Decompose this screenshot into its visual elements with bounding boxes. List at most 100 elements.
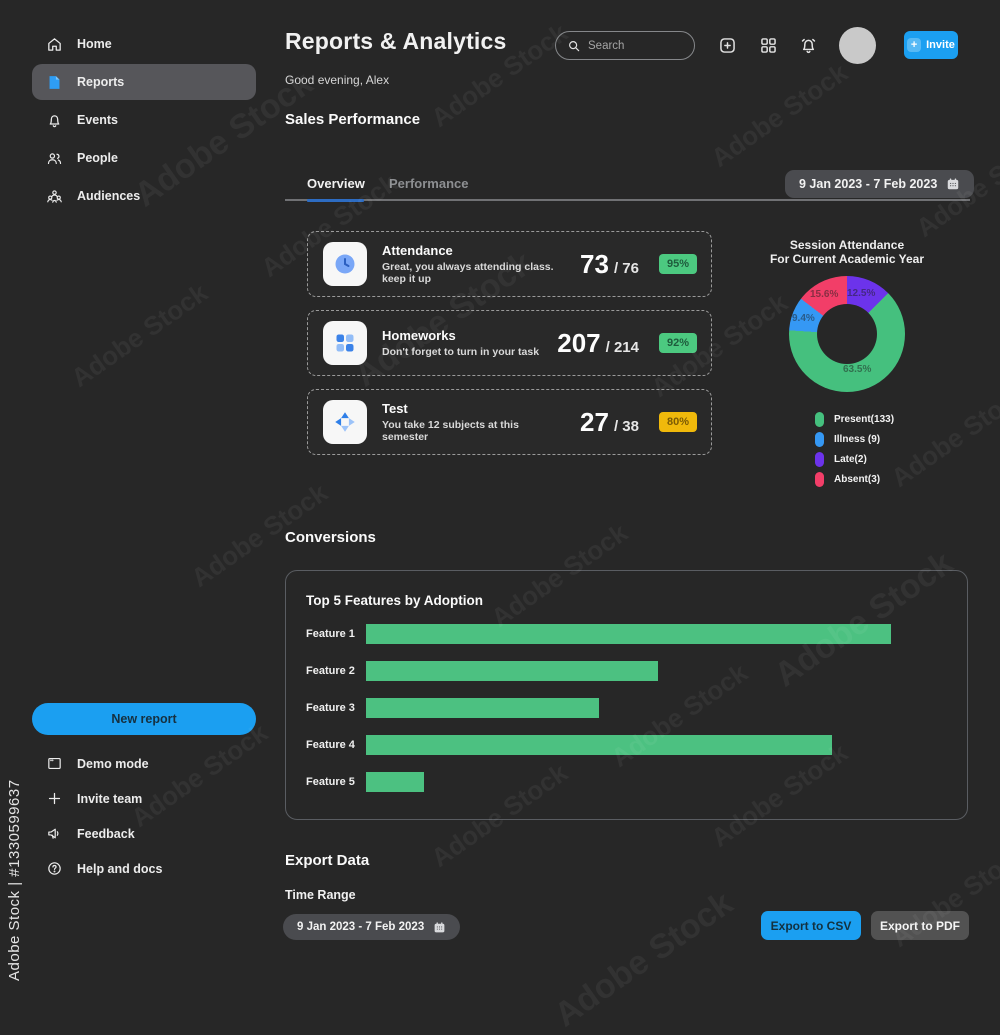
people-icon — [45, 149, 63, 167]
sidebar-item-demo-mode[interactable]: Demo mode — [32, 746, 256, 781]
tab-overview[interactable]: Overview — [307, 176, 365, 191]
page-title: Reports & Analytics — [285, 28, 507, 54]
sidebar-item-events[interactable]: Events — [32, 101, 256, 139]
bell-icon — [45, 111, 63, 129]
export-to-csv-button[interactable]: Export to CSV — [761, 911, 861, 940]
sidebar-footer: Demo mode Invite team Feedback Help and … — [32, 746, 256, 886]
card-value: 27 / 38 — [580, 406, 639, 437]
adobe-stock-watermark: Adobe Stock — [885, 377, 1000, 493]
plus-icon: + — [907, 38, 922, 52]
plus-icon — [45, 790, 63, 808]
add-new-button[interactable] — [714, 32, 740, 58]
sidebar-item-label: Home — [77, 37, 112, 51]
card-subtitle: You take 12 subjects at this semester — [382, 419, 519, 443]
legend-item-present: Present(133) — [815, 409, 894, 429]
feature-4-bar — [366, 735, 833, 755]
sidebar-item-home[interactable]: Home — [32, 25, 256, 63]
invite-button[interactable]: + Invite — [904, 31, 958, 59]
legend-item-late: Late(2) — [815, 449, 894, 469]
feature-1-bar — [366, 624, 891, 644]
home-icon — [45, 35, 63, 53]
sidebar-item-label: Reports — [77, 75, 125, 89]
percent-badge: 92% — [659, 333, 697, 353]
card-subtitle: Don't forget to turn in your task — [382, 346, 540, 358]
percent-badge: 95% — [659, 254, 697, 274]
sidebar-item-label: Audiences — [77, 189, 141, 203]
legend-item-absent: Absent(3) — [815, 469, 894, 489]
legend-marker — [815, 411, 824, 427]
sidebar-item-label: Invite team — [77, 791, 143, 806]
date-range-value: 9 Jan 2023 - 7 Feb 2023 — [297, 921, 425, 933]
test-card[interactable]: Test You take 12 subjects at this semest… — [307, 389, 712, 455]
avatar[interactable] — [839, 27, 876, 64]
tab-performance[interactable]: Performance — [389, 176, 469, 191]
sidebar-item-label: Demo mode — [77, 756, 149, 771]
card-subtitle: Great, you always attending class. keep … — [382, 261, 554, 285]
card-title: Test — [382, 401, 408, 416]
active-tab-underline — [307, 199, 364, 202]
adobe-stock-watermark: Adobe Stock — [547, 883, 740, 1035]
invite-button-label: Invite — [926, 39, 955, 51]
bar-row: Feature 3 — [306, 698, 949, 718]
bar-row: Feature 1 — [306, 624, 949, 644]
bar-row: Feature 2 — [306, 661, 949, 681]
audiences-icon — [45, 187, 63, 205]
adobe-stock-watermark: Adobe Stock — [65, 277, 213, 393]
export-data-heading: Export Data — [285, 852, 370, 869]
feature-5-bar — [366, 772, 425, 792]
tabs-divider — [285, 199, 970, 201]
sidebar-item-people[interactable]: People — [32, 139, 256, 177]
legend-marker — [815, 471, 824, 487]
greeting-text: Good evening, Alex — [285, 73, 390, 87]
date-range-value: 9 Jan 2023 - 7 Feb 2023 — [799, 177, 938, 191]
apps-grid-icon[interactable] — [755, 32, 781, 58]
sidebar-item-feedback[interactable]: Feedback — [32, 816, 256, 851]
sidebar-item-label: Help and docs — [77, 861, 163, 876]
legend-item-illness: Illness (9) — [815, 429, 894, 449]
sidebar: Home Reports Events People Audiences — [32, 25, 256, 215]
card-title: Homeworks — [382, 328, 456, 343]
sidebar-item-help[interactable]: Help and docs — [32, 851, 256, 886]
bar-chart-title: Top 5 Features by Adoption — [306, 593, 484, 608]
stock-id-watermark: Adobe Stock | #1330599637 — [6, 779, 23, 981]
card-title: Attendance — [382, 243, 453, 258]
donut-percent-label: 9.4% — [792, 313, 815, 324]
sidebar-item-reports[interactable]: Reports — [32, 64, 256, 100]
search-box[interactable] — [555, 31, 695, 60]
legend-marker — [815, 431, 824, 447]
bar-row: Feature 5 — [306, 772, 949, 792]
search-input[interactable] — [588, 39, 683, 52]
document-icon — [45, 73, 63, 91]
sidebar-item-label: Events — [77, 113, 118, 127]
conversions-heading: Conversions — [285, 529, 376, 546]
sidebar-item-invite-team[interactable]: Invite team — [32, 781, 256, 816]
new-report-button[interactable]: New report — [32, 703, 256, 735]
sidebar-item-label: People — [77, 151, 118, 165]
attendance-card[interactable]: Attendance Great, you always attending c… — [307, 231, 712, 297]
date-range-picker[interactable]: 9 Jan 2023 - 7 Feb 2023 — [785, 170, 975, 198]
donut-percent-label: 63.5% — [843, 364, 872, 375]
card-value: 207 / 214 — [557, 327, 639, 358]
features-bar-chart-card: Top 5 Features by Adoption Feature 1 Fea… — [285, 570, 968, 820]
sales-performance-heading: Sales Performance — [285, 111, 421, 128]
adobe-stock-watermark: Adobe Stock — [705, 57, 853, 173]
legend-marker — [815, 451, 824, 467]
calendar-icon — [433, 921, 446, 934]
help-icon — [45, 860, 63, 878]
session-attendance-donut-chart: 12.5% 63.5% 9.4% 15.6% — [789, 276, 905, 392]
sidebar-item-audiences[interactable]: Audiences — [32, 177, 256, 215]
export-date-range-picker[interactable]: 9 Jan 2023 - 7 Feb 2023 — [283, 914, 461, 940]
calendar-icon — [946, 177, 960, 191]
export-to-pdf-button[interactable]: Export to PDF — [871, 911, 969, 940]
feature-2-bar — [366, 661, 658, 681]
donut-percent-label: 12.5% — [847, 288, 876, 299]
donut-chart-title: Session Attendance For Current Academic … — [769, 238, 925, 266]
sidebar-item-label: Feedback — [77, 826, 135, 841]
time-range-label: Time Range — [285, 888, 356, 902]
pinwheel-icon — [323, 400, 367, 444]
clock-icon — [323, 242, 367, 286]
feature-3-bar — [366, 698, 600, 718]
homeworks-card[interactable]: Homeworks Don't forget to turn in your t… — [307, 310, 712, 376]
notifications-bell-icon[interactable] — [795, 32, 821, 58]
card-value: 73 / 76 — [580, 248, 639, 279]
